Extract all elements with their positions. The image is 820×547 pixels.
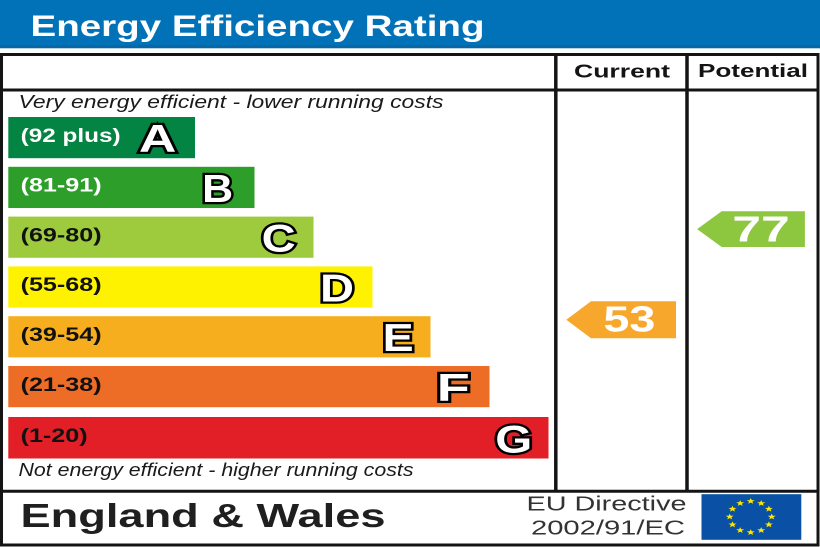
svg-text:A: A xyxy=(139,118,177,161)
svg-text:Energy Efficiency Rating: Energy Efficiency Rating xyxy=(31,10,485,43)
svg-text:E: E xyxy=(383,317,414,360)
svg-text:B: B xyxy=(202,168,233,211)
svg-text:D: D xyxy=(320,267,354,310)
svg-text:Not energy efficient - higher: Not energy efficient - higher running co… xyxy=(19,460,414,480)
svg-text:2002/91/EC: 2002/91/EC xyxy=(531,517,685,539)
svg-text:(1-20): (1-20) xyxy=(21,425,88,447)
svg-text:(39-54): (39-54) xyxy=(21,324,102,346)
svg-text:Current: Current xyxy=(574,61,670,82)
svg-text:(55-68): (55-68) xyxy=(21,274,102,296)
svg-text:F: F xyxy=(437,367,470,410)
svg-text:England & Wales: England & Wales xyxy=(21,497,386,534)
svg-text:(81-91): (81-91) xyxy=(21,175,102,197)
svg-text:77: 77 xyxy=(732,209,790,250)
svg-text:(21-38): (21-38) xyxy=(21,374,102,396)
svg-text:(92 plus): (92 plus) xyxy=(21,125,121,147)
svg-text:(69-80): (69-80) xyxy=(21,224,102,246)
svg-text:C: C xyxy=(262,218,296,261)
svg-text:Very energy efficient - lower: Very energy efficient - lower running co… xyxy=(19,92,444,112)
svg-text:Potential: Potential xyxy=(698,60,808,81)
svg-text:EU Directive: EU Directive xyxy=(527,494,687,516)
svg-text:53: 53 xyxy=(603,299,655,340)
svg-text:G: G xyxy=(495,418,532,461)
